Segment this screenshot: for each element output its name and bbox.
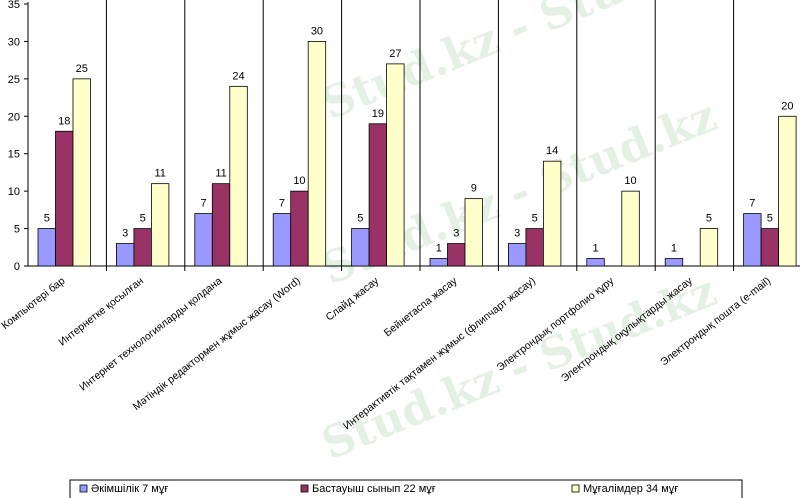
category-label: Интернетке қосылған: [56, 275, 146, 349]
data-label: 20: [781, 100, 793, 112]
data-label: 27: [389, 48, 401, 60]
category-label: Мәтіндік редактормен жұмыс жасау (Word): [131, 275, 303, 413]
bar: [621, 190, 640, 267]
bar: [586, 258, 605, 267]
data-label: 3: [514, 228, 520, 240]
data-label: 1: [592, 243, 598, 255]
data-label: 10: [293, 175, 305, 187]
data-label: 11: [215, 168, 226, 180]
data-label: 7: [749, 198, 755, 210]
data-label: 25: [76, 63, 88, 75]
data-label: 9: [471, 183, 477, 195]
y-tick-label: 15: [8, 149, 20, 161]
y-tick-label: 0: [14, 261, 20, 273]
data-label: 7: [279, 198, 285, 210]
data-label: 5: [140, 213, 146, 225]
bar: [543, 160, 562, 267]
data-label: 5: [357, 213, 363, 225]
data-label: 3: [122, 228, 128, 240]
bar: [229, 85, 248, 267]
bar: [778, 115, 797, 267]
category-label: Бейнетаспа жасау: [382, 274, 460, 339]
legend-box: [69, 479, 743, 498]
data-label: 10: [624, 175, 636, 187]
data-label: 24: [232, 70, 244, 82]
bar: [464, 198, 483, 267]
bar: [525, 228, 544, 267]
data-label: 19: [372, 108, 384, 120]
legend-swatch: [79, 484, 88, 493]
bar: [116, 243, 135, 267]
bar: [133, 228, 152, 267]
data-label: 14: [546, 145, 558, 157]
data-label: 11: [154, 168, 165, 180]
bar: [386, 63, 405, 267]
data-label: 5: [44, 213, 50, 225]
bar: [55, 130, 74, 267]
legend-label: Мұғалімдер 34 мұғ: [583, 483, 678, 495]
data-label: 18: [58, 115, 70, 127]
y-tick-label: 25: [8, 74, 20, 86]
data-label: 5: [706, 213, 712, 225]
bar: [150, 183, 170, 267]
bar: [429, 258, 448, 267]
data-label: 3: [453, 228, 459, 240]
bar: [272, 213, 292, 267]
legend: Әкімшілік 7 мұғ Бастауыш сынып 22 мұғ Мұға…: [69, 479, 743, 498]
y-tick-label: 5: [14, 224, 20, 236]
bar: [760, 228, 779, 267]
bar: [194, 213, 213, 267]
data-label: 7: [200, 198, 206, 210]
bars: [37, 41, 797, 267]
y-tick-label: 35: [8, 0, 20, 11]
bar: [72, 78, 91, 267]
data-label: 1: [436, 243, 442, 255]
bar: [699, 228, 719, 267]
legend-label: Әкімшілік 7 мұғ: [91, 483, 168, 495]
data-label: 30: [311, 25, 323, 37]
bar: [664, 258, 684, 267]
data-label: 1: [671, 243, 677, 255]
y-tick-label: 10: [8, 186, 20, 198]
bar: [351, 228, 370, 267]
bar: [211, 183, 231, 267]
bar: [447, 243, 466, 267]
bar: [507, 243, 527, 267]
bar: [290, 190, 309, 267]
category-label: Компьютері бар: [0, 275, 68, 332]
bar: [368, 123, 388, 267]
legend-label: Бастауыш сынып 22 мұғ: [312, 483, 436, 495]
bar: [743, 213, 762, 267]
bar: [307, 41, 327, 267]
bar: [37, 228, 56, 267]
data-label: 5: [532, 213, 538, 225]
y-tick-label: 30: [8, 36, 20, 48]
legend-swatch: [300, 484, 309, 493]
y-tick-label: 20: [8, 111, 20, 123]
legend-swatch: [571, 484, 580, 493]
category-label: Интернет технологияларды қолдана: [77, 275, 224, 394]
data-label: 5: [767, 213, 773, 225]
